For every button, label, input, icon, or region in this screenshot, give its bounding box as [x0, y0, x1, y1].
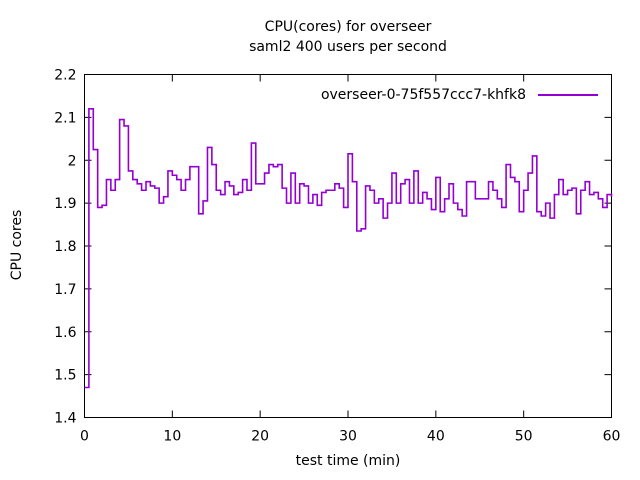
- chart-subtitle: saml2 400 users per second: [249, 39, 447, 55]
- legend-line-sample-icon: [538, 94, 598, 96]
- y-tick-label: 1.9: [54, 196, 76, 212]
- legend-series-label: overseer-0-75f557ccc7-khfk8: [320, 87, 526, 103]
- plot-border: [84, 74, 612, 418]
- y-tick-label: 2: [68, 153, 77, 169]
- y-tick-label: 1.5: [54, 368, 76, 384]
- x-tick-label: 30: [339, 429, 357, 445]
- y-tick-label: 1.6: [54, 325, 76, 341]
- y-tick-label: 2.2: [54, 68, 76, 84]
- x-tick-label: 50: [515, 429, 533, 445]
- x-axis-title: test time (min): [295, 453, 401, 469]
- x-tick-label: 10: [163, 429, 181, 445]
- x-tick-label: 60: [603, 429, 621, 445]
- y-tick-label: 2.1: [54, 110, 76, 126]
- x-tick-label: 20: [251, 429, 269, 445]
- x-tick-label: 40: [427, 429, 445, 445]
- y-tick-label: 1.4: [54, 411, 76, 427]
- y-axis-title: CPU cores: [9, 209, 25, 281]
- y-tick-label: 1.8: [54, 239, 76, 255]
- x-tick-label: 0: [80, 429, 89, 445]
- series-line: [84, 108, 613, 389]
- legend: overseer-0-75f557ccc7-khfk8: [321, 88, 598, 102]
- y-tick-label: 1.7: [54, 282, 76, 298]
- chart-title: CPU(cores) for overseer: [264, 19, 432, 35]
